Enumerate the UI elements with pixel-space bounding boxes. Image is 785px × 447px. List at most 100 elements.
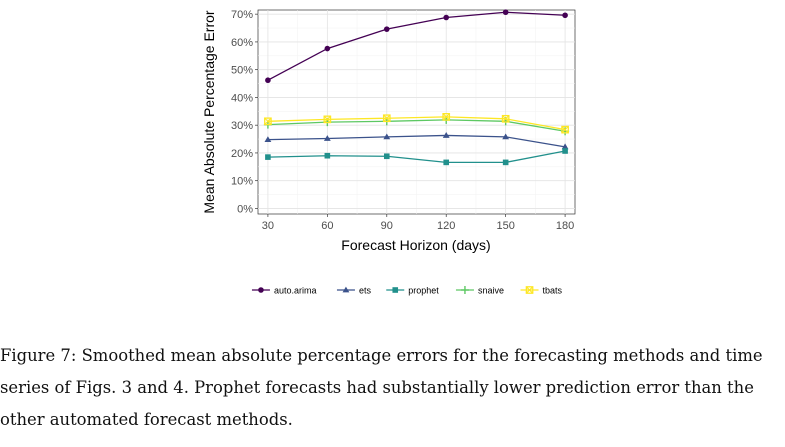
data-point	[561, 125, 569, 134]
marker-triangle	[561, 143, 569, 150]
marker-cross-b	[502, 115, 510, 123]
marker-box	[323, 115, 332, 124]
marker-triangle	[342, 286, 350, 293]
series-line	[267, 134, 566, 148]
x-tick-label: 30	[262, 220, 274, 232]
data-point	[562, 148, 568, 154]
data-point	[383, 26, 390, 32]
legend-label: tbats	[543, 286, 563, 296]
marker-square	[265, 154, 271, 160]
marker-box	[525, 286, 534, 294]
data-point	[324, 45, 331, 52]
marker-box	[501, 114, 510, 123]
data-point	[382, 114, 391, 123]
series-ets	[264, 132, 569, 150]
x-tick-label: 60	[321, 220, 333, 232]
figure-caption: Figure 7: Smoothed mean absolute percent…	[0, 346, 763, 429]
y-tick-label: 0%	[237, 203, 253, 215]
y-tick-label: 40%	[231, 92, 253, 104]
data-point	[323, 135, 331, 141]
data-point	[383, 133, 391, 140]
grid-lines	[258, 10, 575, 214]
legend-item-tbats: tbats	[520, 286, 563, 296]
x-tick-label: 90	[381, 220, 393, 232]
data-point	[324, 152, 331, 159]
marker-square	[502, 159, 509, 166]
series-line	[267, 119, 566, 132]
data-point	[561, 143, 569, 150]
data-point	[502, 159, 509, 166]
marker-cross-b	[264, 117, 272, 125]
legend-key-marker	[342, 286, 350, 293]
legend-label: snaive	[478, 286, 504, 296]
y-tick-label: 10%	[231, 176, 253, 188]
y-tick-label: 60%	[231, 37, 253, 49]
data-point	[443, 14, 450, 21]
axes: 0% 10% 20% 30% 40% 50% 60% 70% 30 60 90 120 150 180	[231, 9, 574, 232]
marker-circle	[502, 9, 509, 16]
marker-square	[392, 287, 399, 293]
marker-circle	[443, 14, 450, 21]
legend: auto.arima ets prophet snaive tbats	[251, 286, 563, 296]
marker-box	[561, 125, 569, 134]
marker-triangle	[383, 133, 391, 140]
data-point	[442, 113, 451, 121]
marker-square	[324, 152, 331, 159]
legend-label: auto.arima	[274, 286, 317, 296]
marker-square	[443, 159, 450, 166]
x-tick-label: 150	[496, 220, 514, 232]
y-tick-label: 20%	[231, 148, 253, 160]
data-point	[264, 117, 272, 126]
data-point	[501, 114, 510, 123]
legend-item-ets: ets	[336, 286, 372, 296]
data-point	[442, 132, 450, 138]
x-tick-label: 120	[437, 220, 455, 232]
marker-triangle	[502, 133, 510, 140]
y-tick-label: 50%	[231, 65, 253, 77]
data-point	[443, 159, 450, 166]
legend-key-marker	[258, 287, 264, 293]
marker-circle	[562, 12, 568, 19]
data-point	[383, 153, 390, 160]
marker-cross-b	[525, 286, 534, 294]
series-prophet	[265, 148, 568, 166]
legend-item-snaive: snaive	[455, 286, 504, 296]
x-axis-title: Forecast Horizon (days)	[341, 237, 490, 253]
marker-cross-b	[561, 126, 569, 134]
mape-line-chart: 0% 10% 20% 30% 40% 50% 60% 70% 30 60 90 120 150 180 F…	[201, 9, 576, 296]
marker-cross-b	[442, 113, 450, 121]
marker-box	[442, 113, 451, 121]
series-tbats	[264, 113, 569, 134]
data-point	[323, 115, 332, 124]
data-point	[265, 154, 271, 160]
marker-box	[382, 114, 391, 123]
legend-item-prophet: prophet	[386, 286, 439, 296]
marker-circle	[324, 45, 331, 52]
marker-triangle	[323, 135, 331, 141]
marker-triangle	[442, 132, 450, 138]
legend-item-auto-arima: auto.arima	[251, 286, 317, 296]
series-line	[267, 11, 566, 81]
legend-label: prophet	[408, 286, 439, 296]
x-tick-label: 180	[556, 220, 574, 232]
legend-label: ets	[359, 286, 372, 296]
marker-circle	[258, 287, 264, 293]
marker-circle	[265, 77, 271, 84]
data-point	[502, 133, 510, 140]
series-line	[267, 116, 566, 131]
data-point	[562, 12, 568, 19]
marker-circle	[383, 26, 390, 32]
marker-box	[264, 117, 272, 126]
y-axis-title: Mean Absolute Percentage Error	[201, 10, 217, 213]
marker-square	[562, 148, 568, 154]
data-point	[502, 9, 509, 16]
series-auto-arima	[265, 9, 568, 84]
legend-key-marker	[392, 287, 399, 293]
marker-cross-b	[383, 114, 391, 122]
series-lines	[263, 9, 570, 166]
marker-cross-b	[323, 115, 331, 123]
legend-key-marker	[460, 286, 469, 294]
y-tick-label: 70%	[231, 9, 253, 21]
series-line	[267, 150, 566, 164]
